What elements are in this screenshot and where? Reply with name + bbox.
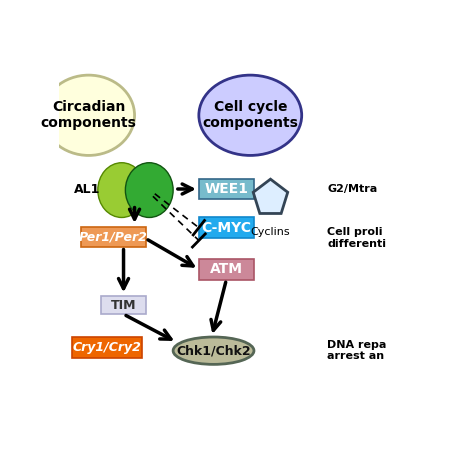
Ellipse shape: [199, 75, 301, 155]
Ellipse shape: [173, 337, 254, 365]
Ellipse shape: [98, 163, 146, 218]
FancyBboxPatch shape: [72, 337, 142, 358]
FancyBboxPatch shape: [199, 179, 254, 199]
Text: Circadian
components: Circadian components: [41, 100, 137, 130]
Ellipse shape: [43, 75, 135, 155]
Text: Chk1/Chk2: Chk1/Chk2: [176, 344, 251, 357]
Text: Cell proli
differenti: Cell proli differenti: [328, 228, 386, 249]
FancyBboxPatch shape: [101, 296, 146, 314]
Text: Cry1/Cry2: Cry1/Cry2: [73, 341, 141, 354]
Text: AL1: AL1: [74, 182, 100, 195]
Text: Cell cycle
components: Cell cycle components: [202, 100, 298, 130]
Text: Per1/Per2: Per1/Per2: [79, 230, 148, 243]
Text: WEE1: WEE1: [204, 182, 248, 196]
Polygon shape: [253, 179, 288, 213]
FancyBboxPatch shape: [82, 227, 146, 246]
Text: Cyclins: Cyclins: [251, 227, 290, 237]
Ellipse shape: [125, 163, 173, 218]
Text: G2/Mtra: G2/Mtra: [328, 184, 378, 194]
Text: TIM: TIM: [111, 299, 137, 311]
Text: C-MYC: C-MYC: [201, 220, 251, 235]
Text: DNA repa
arrest an: DNA repa arrest an: [328, 340, 387, 362]
FancyBboxPatch shape: [199, 218, 254, 237]
Text: ATM: ATM: [210, 263, 243, 276]
FancyBboxPatch shape: [199, 259, 254, 280]
